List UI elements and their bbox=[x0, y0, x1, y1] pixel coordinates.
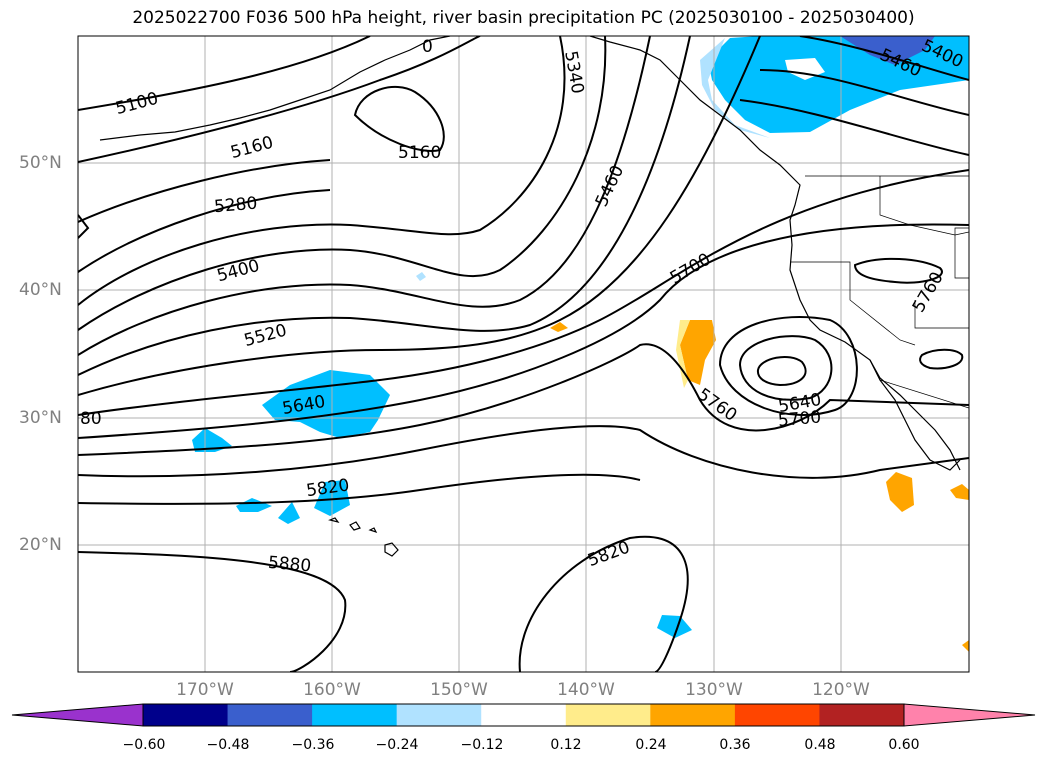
contour-label: 5460 bbox=[592, 162, 628, 210]
contour-5400 bbox=[78, 36, 607, 331]
precip-blob-4 bbox=[278, 502, 300, 524]
precip-blob-2 bbox=[192, 428, 232, 452]
colorbar-tick: 0.12 bbox=[550, 737, 582, 753]
colorbar bbox=[11, 703, 1036, 727]
colorbar-swatch bbox=[650, 704, 736, 726]
contour-5160-low bbox=[353, 85, 445, 152]
contour-5820-b bbox=[78, 473, 641, 505]
alaska-peninsula bbox=[99, 36, 451, 141]
colorbar-tick: 0.24 bbox=[635, 737, 667, 753]
precip-orange-4 bbox=[550, 322, 568, 332]
colorbar-swatch bbox=[481, 704, 567, 726]
contour-5160 bbox=[78, 36, 481, 163]
island-group bbox=[384, 542, 399, 557]
colorbar-extend-low bbox=[11, 703, 144, 727]
colorbar-tick: 0.48 bbox=[804, 737, 836, 753]
contour-5580 bbox=[78, 36, 761, 396]
contour-label: 80 bbox=[80, 409, 102, 429]
precip-orange-1 bbox=[680, 320, 716, 385]
colorbar-swatch bbox=[819, 704, 905, 726]
contour-label: 0 bbox=[422, 37, 433, 57]
colorbar-swatch bbox=[143, 704, 229, 726]
precip-orange-2 bbox=[886, 472, 914, 512]
contour-5880-east bbox=[919, 348, 964, 370]
colorbar-swatch bbox=[734, 704, 820, 726]
colorbar-swatch bbox=[396, 704, 482, 726]
precip-blob-3 bbox=[236, 498, 272, 512]
contour-label: 5100 bbox=[114, 89, 161, 120]
cutoff-low-mid bbox=[738, 335, 833, 401]
colorbar-tick: 0.36 bbox=[719, 737, 751, 753]
graticule bbox=[78, 36, 969, 672]
borders bbox=[790, 175, 969, 409]
contour-5820-c bbox=[518, 535, 689, 672]
coastlines bbox=[99, 36, 961, 557]
baja-peninsula bbox=[869, 359, 961, 471]
lon-label-130w: 130°W bbox=[685, 680, 743, 700]
lon-label-150w: 150°W bbox=[430, 680, 488, 700]
lat-label-30n: 30°N bbox=[19, 408, 62, 428]
contour-5760-east bbox=[853, 257, 943, 284]
lat-label-50n: 50°N bbox=[19, 153, 62, 173]
cutoff-low-outer bbox=[718, 316, 858, 416]
map-title: 2025022700 F036 500 hPa height, river ba… bbox=[132, 8, 915, 28]
contour-5820 bbox=[78, 425, 969, 479]
precip-small-blue bbox=[416, 272, 426, 281]
contour-5220 bbox=[78, 159, 331, 223]
contour-label: 5700 bbox=[777, 407, 822, 431]
precip-blob-6 bbox=[657, 615, 692, 638]
cutoff-low-inner bbox=[756, 355, 807, 387]
contour-5280 bbox=[78, 189, 331, 273]
precip-darkblue-north bbox=[840, 36, 935, 65]
contour-5880 bbox=[78, 551, 347, 672]
colorbar-swatch bbox=[227, 704, 313, 726]
contour-label: 5880 bbox=[267, 553, 312, 577]
contour-5340 bbox=[78, 36, 566, 306]
colorbar-tick: −0.36 bbox=[291, 737, 335, 753]
colorbar-tick: −0.48 bbox=[206, 737, 250, 753]
lon-label-170w: 170°W bbox=[176, 680, 234, 700]
contour-5100 bbox=[78, 36, 371, 111]
lat-label-20n: 20°N bbox=[19, 535, 62, 555]
contour-5460-ne bbox=[759, 69, 969, 116]
map-frame bbox=[77, 35, 970, 673]
contour-label: 5760 bbox=[909, 269, 948, 316]
contour-5760 bbox=[78, 343, 969, 456]
contour-label: 5160 bbox=[398, 143, 441, 163]
colorbar-tick: 0.60 bbox=[888, 737, 920, 753]
lat-label-40n: 40°N bbox=[19, 280, 62, 300]
colorbar-tick: −0.12 bbox=[460, 737, 504, 753]
contour-label: 5520 bbox=[242, 321, 289, 352]
contour-5460 bbox=[78, 36, 651, 356]
contour-5520 bbox=[78, 36, 691, 376]
colorbar-swatch bbox=[565, 704, 651, 726]
precip-pacific-blob bbox=[262, 370, 390, 438]
colorbar-frame bbox=[142, 703, 905, 727]
precip-yellow-1 bbox=[676, 320, 690, 388]
colorbar-swatch bbox=[312, 704, 398, 726]
lon-label-140w: 140°W bbox=[557, 680, 615, 700]
contour-label: 5700 bbox=[667, 250, 714, 289]
contour-5640 bbox=[78, 169, 969, 416]
colorbar-tick: −0.24 bbox=[375, 737, 419, 753]
precip-orange-3 bbox=[950, 484, 969, 500]
contour-5700 bbox=[78, 223, 969, 439]
height-contours bbox=[78, 36, 969, 672]
contour-5400-ne bbox=[799, 36, 969, 81]
precip-orange-5 bbox=[962, 640, 969, 652]
colorbar-extend-high bbox=[903, 703, 1036, 727]
contour-5520-ne bbox=[739, 99, 969, 156]
contour-label: 5280 bbox=[213, 194, 258, 218]
lon-label-160w: 160°W bbox=[303, 680, 361, 700]
contour-label: 5820 bbox=[585, 538, 632, 572]
contour-west-edge bbox=[78, 214, 90, 239]
colorbar-tick: −0.60 bbox=[122, 737, 166, 753]
contour-label: 5400 bbox=[215, 256, 262, 287]
gulf-of-alaska-coast bbox=[589, 36, 961, 471]
lon-label-120w: 120°W bbox=[812, 680, 870, 700]
island-group-2 bbox=[349, 521, 361, 531]
contour-label: 5160 bbox=[229, 133, 276, 164]
small-islands bbox=[328, 517, 378, 534]
